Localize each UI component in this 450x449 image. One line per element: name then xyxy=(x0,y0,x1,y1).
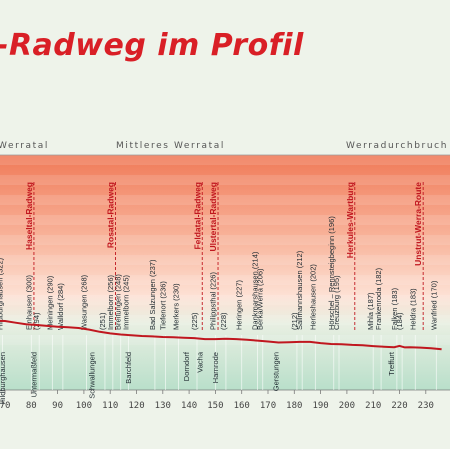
place-label: Herleshausen (202) xyxy=(308,264,317,330)
elevation-band-stripe xyxy=(0,235,450,245)
place-label: (225) xyxy=(190,312,199,330)
place-label-lower: Barchfeld xyxy=(124,352,133,384)
place-label-lower: Schwallungen xyxy=(87,352,96,399)
place-label-lower: Hildburghausen xyxy=(0,352,7,405)
place-label: Tiefenort (236) xyxy=(158,281,167,330)
connecting-route-label: Feldatal-Radweg xyxy=(192,182,202,250)
connecting-route-label: Herkules-Wartburg xyxy=(345,182,355,258)
place-label: Immelborn (256) xyxy=(106,274,115,330)
place-label-lower: Vacha xyxy=(195,351,204,373)
x-tick-label: 200 xyxy=(339,401,355,411)
place-label: Berka/Werra (206) xyxy=(256,268,265,330)
connecting-route-label: Ulstertal-Radweg xyxy=(208,182,218,251)
place-label: Meiningen (290) xyxy=(45,275,54,330)
x-tick-label: 80 xyxy=(26,401,37,411)
place-label: Hörschel – Rennsteigbeginn (196) xyxy=(327,216,336,330)
place-label: (212) xyxy=(290,312,299,330)
connecting-route-label: Haseltal-Radweg xyxy=(24,182,34,250)
connecting-route-label: Rosatal-Radweg xyxy=(105,182,115,248)
x-tick-label: 150 xyxy=(207,401,223,411)
place-label: Dankmarshausen (214) xyxy=(250,251,259,330)
elevation-profile-line xyxy=(0,319,442,351)
x-tick-label: 210 xyxy=(365,401,381,411)
elevation-band-stripe xyxy=(0,215,450,225)
place-label-lower: Dorndorf xyxy=(182,351,191,381)
x-tick-label: 160 xyxy=(234,401,250,411)
place-label: Wasungen (268) xyxy=(80,274,89,330)
place-label-lower: Harnrode xyxy=(211,352,220,383)
elevation-band-stripe xyxy=(0,175,450,185)
region-label-werratal: Werratal xyxy=(0,141,50,151)
elevation-band-stripe xyxy=(0,295,450,305)
place-label: (228) xyxy=(219,312,228,330)
place-label: Sallmannshausen (212) xyxy=(295,250,304,330)
place-label: (294) xyxy=(32,312,41,330)
place-label: Mihla (187) xyxy=(366,292,375,330)
place-label: Heldra (183) xyxy=(408,288,417,330)
place-label: Wanfried (170) xyxy=(429,280,438,330)
place-label: Bad Salzungen (237) xyxy=(148,259,157,330)
x-tick-label: 70 xyxy=(0,401,10,411)
elevation-band-stripe xyxy=(0,315,450,325)
place-label: (251) xyxy=(98,312,107,330)
elevation-band-stripe xyxy=(0,335,450,345)
x-tick-label: 220 xyxy=(391,401,407,411)
x-tick-label: 100 xyxy=(76,401,92,411)
x-tick-label: 190 xyxy=(312,401,328,411)
x-tick-label: 230 xyxy=(418,401,434,411)
place-label: Falken (183) xyxy=(390,287,399,330)
elevation-band-stripe xyxy=(0,255,450,265)
x-tick-label: 180 xyxy=(286,401,302,411)
place-label: Walldorf (284) xyxy=(56,283,65,330)
place-label: Einhausen (300) xyxy=(24,274,33,330)
x-tick-label: 130 xyxy=(155,401,171,411)
place-label: Merkers (230) xyxy=(172,283,181,330)
place-label: (184) xyxy=(395,312,404,330)
place-label: Frankenroda (182) xyxy=(374,267,383,330)
elevation-band-stripe xyxy=(0,195,450,205)
place-label: Creuzburg (195) xyxy=(332,275,341,330)
elevation-band-stripe xyxy=(0,275,450,285)
elevation-band-stripe xyxy=(0,155,450,165)
place-label: Heringen (227) xyxy=(235,279,244,330)
x-tick-label: 140 xyxy=(181,401,197,411)
place-label-lower: Gerstungen xyxy=(272,352,281,391)
page-title: -Radweg im Profil xyxy=(0,28,304,63)
x-tick-label: 110 xyxy=(102,401,118,411)
region-label-werradurchbruch: Werradurchbruch xyxy=(346,141,449,151)
place-label: Immelborn (245) xyxy=(122,274,131,330)
place-label: Hildburghausen (322) xyxy=(0,257,4,330)
place-label: Breitungen (248) xyxy=(114,274,123,330)
x-tick-label: 170 xyxy=(260,401,276,411)
elevation-band-background xyxy=(0,155,450,390)
place-label: Philippsthal (226) xyxy=(208,272,217,330)
place-label-lower: Untermaßfeld xyxy=(30,352,39,397)
place-label-lower: Treffurt xyxy=(387,351,396,376)
x-tick-label: 90 xyxy=(52,401,63,411)
x-tick-label: 120 xyxy=(128,401,144,411)
connecting-route-label: Unstrut-Werra-Route xyxy=(413,182,423,266)
region-label-mittleres-werratal: Mittleres Werratal xyxy=(116,141,225,151)
